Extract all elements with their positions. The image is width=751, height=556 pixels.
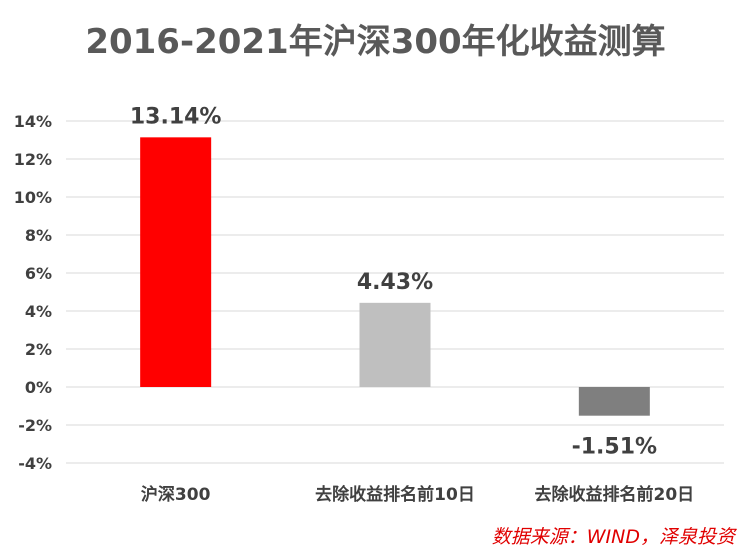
chart-title: 2016-2021年沪深300年化收益测算 [85, 22, 666, 62]
y-tick-label: -2% [18, 416, 52, 435]
y-tick-label: 2% [25, 340, 52, 359]
x-axis-ticks: 沪深300 去除收益排名前10日 去除收益排名前20日 [141, 484, 694, 505]
x-tick-label: 沪深300 [141, 484, 211, 505]
data-label: 13.14% [130, 104, 222, 129]
source-note: 数据来源：WIND，泽泉投资 [491, 526, 735, 548]
y-tick-label: 6% [25, 264, 52, 283]
y-tick-label: 8% [25, 226, 52, 245]
x-tick-label: 去除收益排名前10日 [315, 484, 475, 505]
bar-2 [359, 302, 431, 387]
y-axis-ticks: -4% -2% 0% 2% 4% 6% 8% 10% 12% 14% [14, 112, 52, 473]
y-tick-label: 0% [25, 378, 52, 397]
x-tick-label: 去除收益排名前20日 [534, 484, 694, 505]
data-label: 4.43% [357, 270, 433, 295]
bars [140, 137, 650, 416]
y-tick-label: -4% [18, 454, 52, 473]
bar-1 [140, 137, 212, 387]
y-tick-label: 10% [14, 188, 52, 207]
y-tick-label: 14% [14, 112, 52, 131]
bar-3 [578, 387, 650, 416]
y-tick-label: 4% [25, 302, 52, 321]
y-tick-label: 12% [14, 150, 52, 169]
data-labels: 13.14% 4.43% -1.51% [130, 104, 657, 459]
data-label: -1.51% [572, 435, 657, 460]
